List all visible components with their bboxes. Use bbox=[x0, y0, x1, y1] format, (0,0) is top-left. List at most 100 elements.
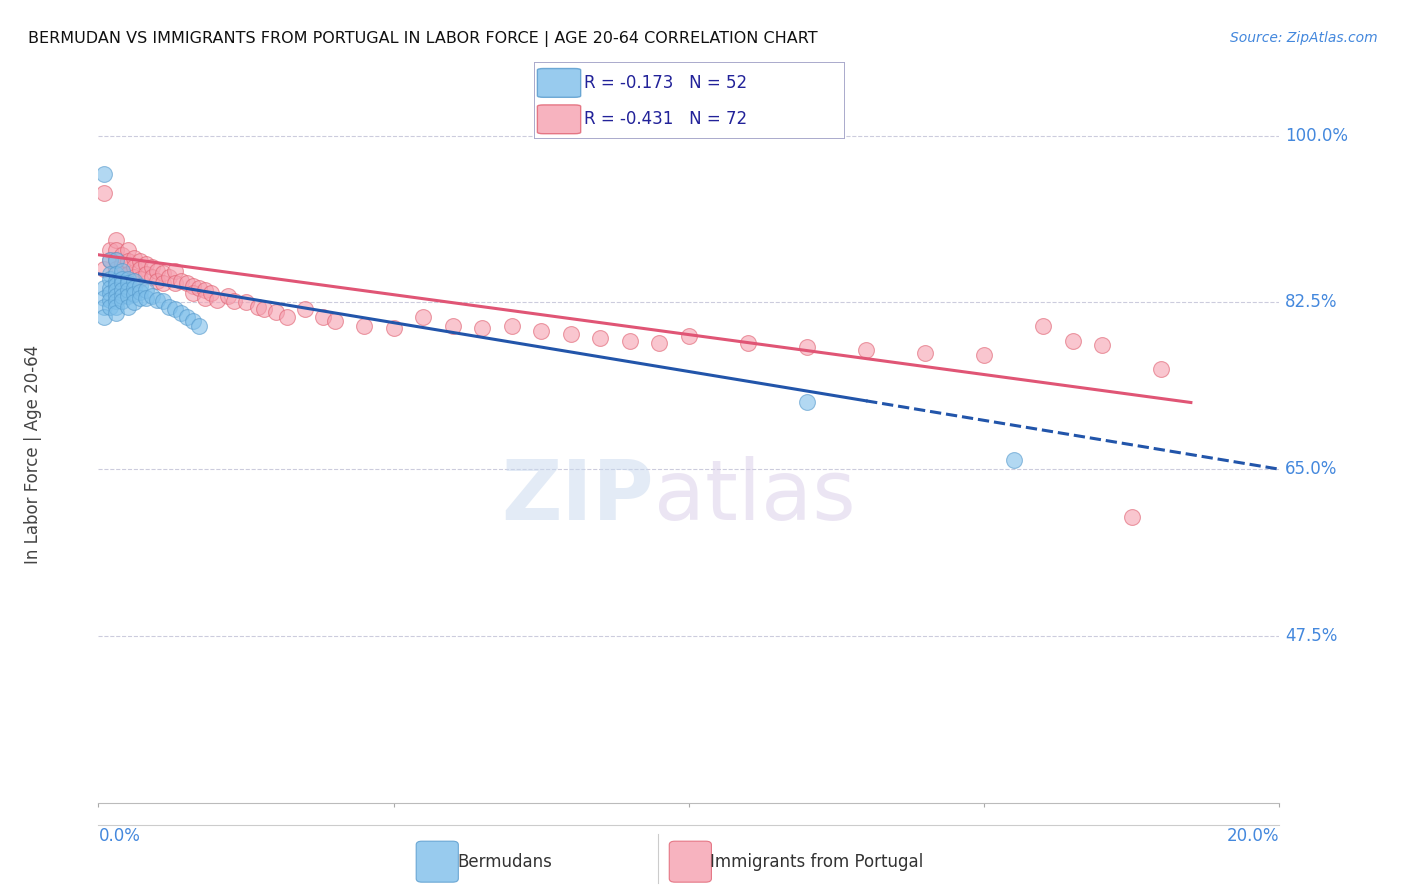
Point bbox=[141, 269, 163, 284]
Point bbox=[122, 273, 145, 287]
Text: R = -0.173   N = 52: R = -0.173 N = 52 bbox=[583, 74, 747, 92]
Point bbox=[111, 267, 134, 281]
Point bbox=[217, 289, 239, 303]
Point bbox=[246, 300, 269, 314]
Point bbox=[146, 264, 169, 278]
Point bbox=[111, 294, 134, 309]
Text: atlas: atlas bbox=[654, 456, 855, 537]
Text: 47.5%: 47.5% bbox=[1285, 627, 1337, 645]
Point bbox=[170, 273, 193, 287]
Point bbox=[205, 293, 228, 307]
Point bbox=[146, 273, 169, 287]
Point bbox=[105, 283, 128, 297]
Point bbox=[648, 336, 671, 351]
Point bbox=[117, 300, 139, 314]
Point bbox=[412, 310, 434, 324]
Point bbox=[93, 262, 115, 277]
Point bbox=[276, 310, 298, 324]
Point bbox=[353, 319, 375, 334]
Point bbox=[111, 257, 134, 271]
Text: Source: ZipAtlas.com: Source: ZipAtlas.com bbox=[1230, 31, 1378, 45]
Point bbox=[128, 271, 150, 285]
Point bbox=[135, 283, 157, 297]
Point bbox=[165, 264, 187, 278]
Text: 0.0%: 0.0% bbox=[98, 827, 141, 845]
Point bbox=[560, 326, 582, 341]
Point bbox=[122, 281, 145, 295]
Point bbox=[98, 267, 121, 281]
Point bbox=[146, 293, 169, 307]
FancyBboxPatch shape bbox=[537, 69, 581, 97]
Point bbox=[128, 291, 150, 305]
Point bbox=[105, 306, 128, 320]
Point bbox=[111, 264, 134, 278]
Point bbox=[117, 243, 139, 257]
Point bbox=[152, 294, 174, 309]
Point bbox=[93, 310, 115, 324]
Point bbox=[312, 310, 335, 324]
Point bbox=[128, 285, 150, 299]
Point bbox=[187, 319, 209, 334]
Point bbox=[170, 306, 193, 320]
Point bbox=[111, 248, 134, 262]
Point bbox=[93, 186, 115, 200]
Point bbox=[105, 294, 128, 309]
Point bbox=[105, 289, 128, 303]
Point bbox=[176, 310, 198, 324]
Text: 20.0%: 20.0% bbox=[1227, 827, 1279, 845]
Point bbox=[152, 277, 174, 291]
Point bbox=[111, 283, 134, 297]
FancyBboxPatch shape bbox=[537, 105, 581, 134]
Point bbox=[855, 343, 877, 357]
Point bbox=[181, 285, 204, 300]
Text: Bermudans: Bermudans bbox=[457, 853, 551, 871]
Text: ZIP: ZIP bbox=[501, 456, 654, 537]
Point bbox=[105, 252, 128, 267]
Point bbox=[589, 331, 612, 345]
Point bbox=[105, 243, 128, 257]
Point bbox=[128, 279, 150, 293]
Point bbox=[117, 277, 139, 291]
Text: 100.0%: 100.0% bbox=[1285, 127, 1348, 145]
Point bbox=[98, 293, 121, 307]
Point bbox=[135, 291, 157, 305]
Point bbox=[1150, 362, 1173, 376]
Point bbox=[122, 251, 145, 265]
Point bbox=[181, 279, 204, 293]
Point bbox=[1062, 334, 1084, 348]
Point bbox=[93, 291, 115, 305]
Point bbox=[619, 334, 641, 348]
Point bbox=[194, 291, 217, 305]
Text: 65.0%: 65.0% bbox=[1285, 460, 1337, 478]
Point bbox=[264, 305, 287, 319]
Point bbox=[98, 271, 121, 285]
Point bbox=[165, 302, 187, 317]
Point bbox=[1032, 319, 1054, 334]
Point bbox=[111, 277, 134, 291]
Point bbox=[471, 321, 494, 335]
Point bbox=[224, 294, 246, 309]
Point bbox=[98, 243, 121, 257]
Point bbox=[135, 257, 157, 271]
Point bbox=[323, 313, 346, 327]
Point bbox=[796, 340, 818, 354]
Point bbox=[128, 254, 150, 268]
Point bbox=[501, 319, 523, 334]
Point bbox=[176, 277, 198, 291]
Point bbox=[117, 254, 139, 268]
Point bbox=[122, 269, 145, 284]
Point bbox=[105, 262, 128, 277]
Point bbox=[117, 289, 139, 303]
Point bbox=[105, 278, 128, 293]
Point bbox=[294, 302, 316, 317]
Point bbox=[128, 262, 150, 277]
Point bbox=[235, 295, 257, 310]
Point bbox=[973, 348, 995, 362]
Point bbox=[98, 285, 121, 300]
Point bbox=[98, 300, 121, 314]
Point bbox=[98, 281, 121, 295]
Point bbox=[111, 289, 134, 303]
Point bbox=[152, 266, 174, 280]
Point bbox=[157, 300, 180, 314]
Point bbox=[530, 324, 553, 338]
